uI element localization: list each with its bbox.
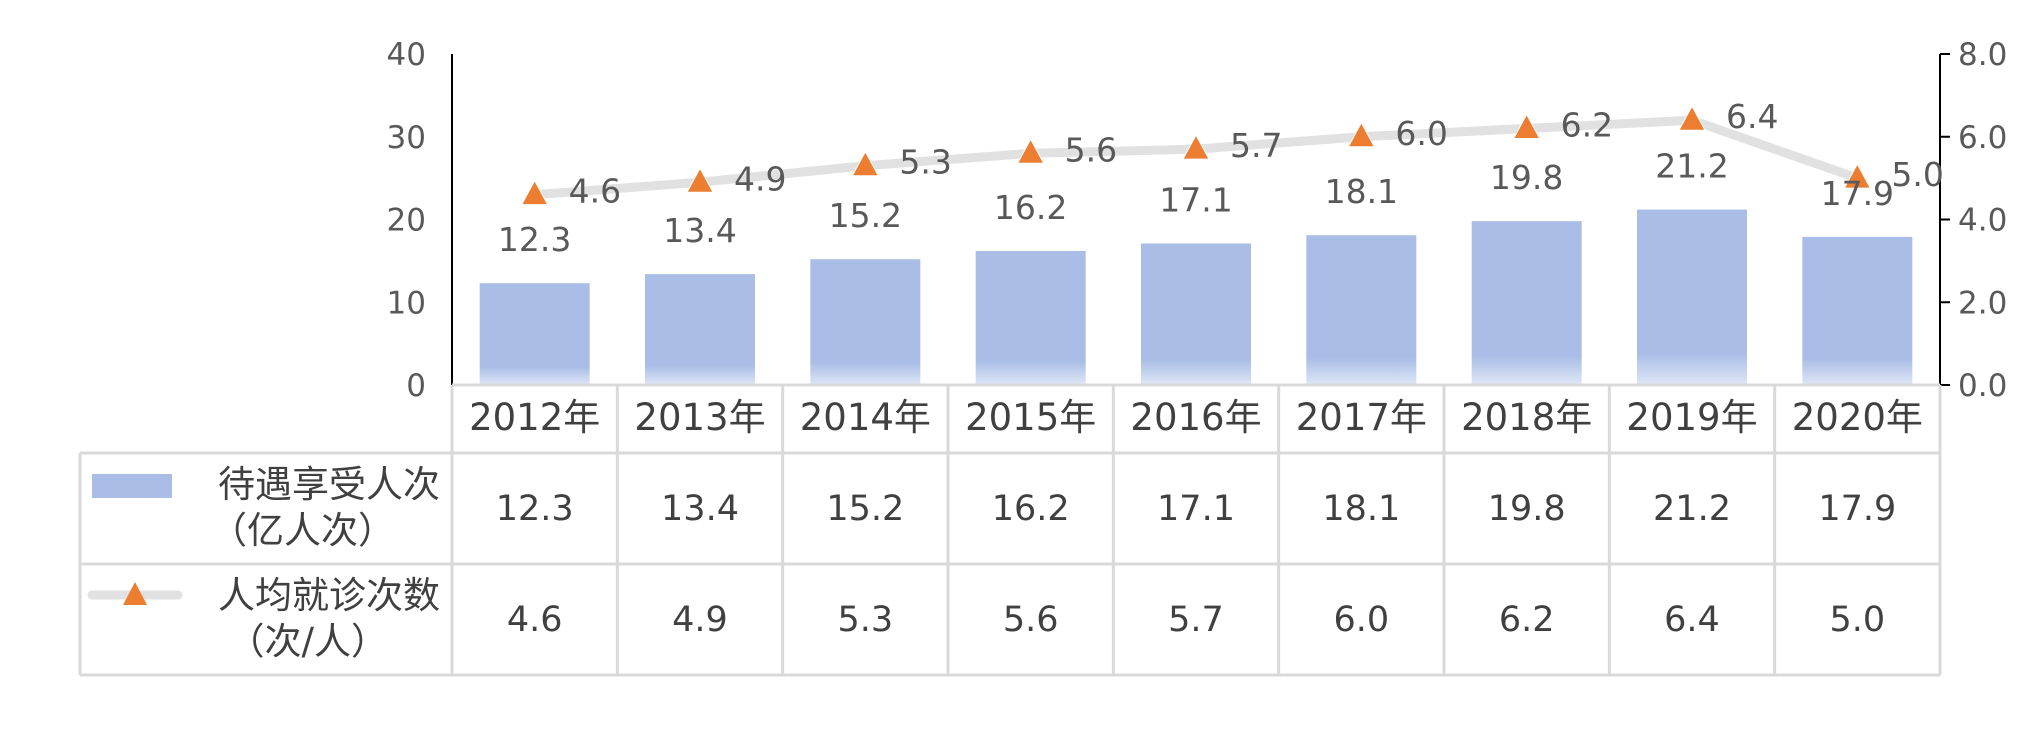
bar-legend-unit: （亿人次） bbox=[210, 509, 395, 552]
left-tick-label: 40 bbox=[387, 37, 426, 73]
category-label: 2019年 bbox=[1626, 396, 1757, 439]
table-cell-bar-value: 19.8 bbox=[1488, 489, 1566, 529]
bar-2017年 bbox=[1306, 235, 1417, 385]
line-legend-marker bbox=[123, 582, 147, 605]
line-marker-2017年 bbox=[1347, 121, 1376, 148]
line-data-label: 5.3 bbox=[899, 143, 951, 182]
data-labels: 12.3 13.4 15.2 16.2 17.1 18.1 19.8 21.2 17.9 4.6 4… bbox=[498, 97, 1944, 259]
right-tick-label: 8.0 bbox=[1958, 37, 2007, 73]
table-cell-bar-value: 17.1 bbox=[1157, 489, 1235, 529]
table-cell-bar-value: 12.3 bbox=[496, 489, 574, 529]
line-marker-2016年 bbox=[1182, 134, 1210, 160]
bar-data-label: 17.9 bbox=[1821, 174, 1894, 213]
bar-data-label: 13.4 bbox=[663, 211, 736, 250]
table-cell-line-value: 5.0 bbox=[1829, 600, 1885, 640]
table-cell-bar-value: 13.4 bbox=[661, 489, 739, 529]
bar-2020年 bbox=[1802, 236, 1913, 385]
table-cell-bar-value: 18.1 bbox=[1322, 489, 1400, 529]
left-tick-label: 0 bbox=[406, 368, 426, 404]
bar-legend-name: 待遇享受人次 bbox=[218, 463, 440, 506]
table-cell-bar-value: 17.9 bbox=[1818, 489, 1896, 529]
bar-data-label: 18.1 bbox=[1325, 172, 1398, 211]
bar-2019年 bbox=[1637, 209, 1747, 385]
bar-series bbox=[479, 209, 1913, 385]
table-cell-line-value: 4.9 bbox=[672, 600, 728, 640]
line-data-label: 5.0 bbox=[1891, 155, 1943, 194]
line-data-label: 6.0 bbox=[1395, 114, 1447, 153]
table-cell-bar-value: 15.2 bbox=[826, 489, 904, 529]
line-legend-unit: （次/人） bbox=[228, 620, 388, 663]
category-label: 2017年 bbox=[1296, 396, 1427, 439]
line-data-label: 5.7 bbox=[1230, 126, 1282, 165]
category-label: 2014年 bbox=[800, 396, 931, 439]
table-cell-line-value: 4.6 bbox=[507, 600, 563, 640]
line-data-label: 6.2 bbox=[1561, 105, 1613, 144]
right-tick-label: 2.0 bbox=[1958, 285, 2007, 321]
category-label: 2013年 bbox=[634, 396, 765, 439]
axes: 0 10 20 30 40 0.0 2.0 4.0 6.0 8.0 bbox=[387, 37, 2008, 404]
bar-2013年 bbox=[645, 274, 755, 385]
left-tick-label: 10 bbox=[387, 285, 426, 321]
line-marker-2020年 bbox=[1843, 163, 1872, 189]
bar-data-label: 17.1 bbox=[1159, 180, 1232, 219]
line-series bbox=[520, 105, 1872, 206]
category-label: 2015年 bbox=[965, 396, 1096, 439]
category-label: 2016年 bbox=[1130, 396, 1261, 439]
bar-2015年 bbox=[975, 250, 1086, 385]
table-cell-bar-value: 21.2 bbox=[1653, 489, 1731, 529]
table-cell-bar-value: 16.2 bbox=[992, 489, 1070, 529]
bar-data-label: 21.2 bbox=[1655, 147, 1728, 186]
line-marker-2015年 bbox=[1016, 138, 1045, 164]
line-marker-2014年 bbox=[851, 150, 880, 177]
bar-2014年 bbox=[810, 259, 921, 385]
bar-data-label: 12.3 bbox=[498, 220, 571, 259]
data-table: 2012年 2013年 2014年 2015年 2016年 2017年 2018年 2019年… bbox=[78, 383, 1942, 677]
table-cell-line-value: 5.7 bbox=[1168, 600, 1224, 640]
line-marker-2019年 bbox=[1678, 105, 1706, 131]
left-tick-label: 20 bbox=[387, 203, 426, 239]
table-cell-line-value: 5.3 bbox=[837, 600, 893, 640]
right-tick-label: 4.0 bbox=[1958, 203, 2007, 239]
line-data-label: 5.6 bbox=[1065, 130, 1117, 169]
bar-2018年 bbox=[1471, 221, 1582, 385]
right-tick-label: 0.0 bbox=[1958, 368, 2007, 404]
bar-legend-swatch bbox=[92, 474, 172, 498]
category-label: 2018年 bbox=[1461, 396, 1592, 439]
line-marker-2018年 bbox=[1512, 113, 1541, 139]
table-cell-line-value: 5.6 bbox=[1003, 600, 1059, 640]
bar-data-label: 15.2 bbox=[829, 196, 902, 235]
category-label: 2020年 bbox=[1792, 396, 1923, 439]
bar-2012年 bbox=[479, 283, 590, 385]
category-label: 2012年 bbox=[469, 396, 600, 439]
line-data-label: 4.9 bbox=[734, 159, 786, 198]
bar-2016年 bbox=[1141, 243, 1251, 385]
line-data-label: 6.4 bbox=[1726, 97, 1778, 136]
table-cell-line-value: 6.2 bbox=[1499, 600, 1555, 640]
right-tick-label: 6.0 bbox=[1958, 120, 2007, 156]
table-cell-line-value: 6.0 bbox=[1333, 600, 1389, 640]
left-tick-label: 30 bbox=[387, 120, 426, 156]
bar-data-label: 19.8 bbox=[1490, 158, 1563, 197]
line-data-label: 4.6 bbox=[569, 172, 621, 211]
line-legend-name: 人均就诊次数 bbox=[218, 574, 440, 617]
line-marker-2012年 bbox=[520, 179, 549, 206]
bar-data-label: 16.2 bbox=[994, 188, 1067, 227]
line-marker-2013年 bbox=[686, 167, 714, 193]
table-cell-line-value: 6.4 bbox=[1664, 600, 1720, 640]
